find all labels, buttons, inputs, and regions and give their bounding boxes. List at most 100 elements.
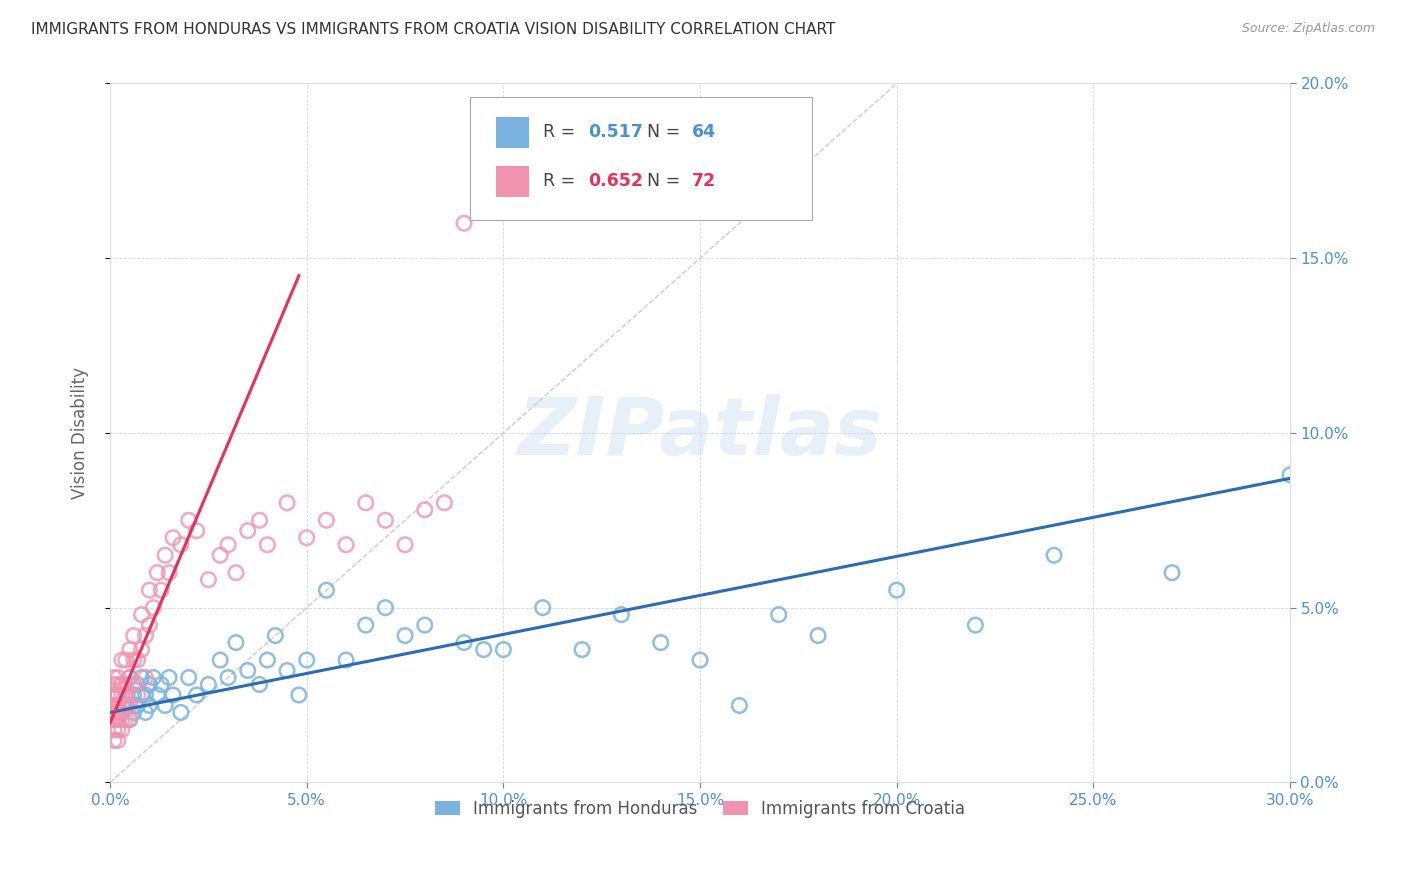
Point <box>394 629 416 643</box>
Text: 72: 72 <box>692 172 716 190</box>
Point <box>610 607 633 622</box>
Text: 0.652: 0.652 <box>588 172 643 190</box>
Point <box>134 671 156 685</box>
Point <box>288 688 311 702</box>
Point <box>225 566 247 580</box>
Point <box>103 723 125 737</box>
Point <box>807 629 830 643</box>
Point <box>122 653 145 667</box>
Point <box>127 688 149 702</box>
Point <box>131 688 153 702</box>
Point <box>103 713 125 727</box>
Point <box>276 496 298 510</box>
Point <box>103 706 125 720</box>
Point <box>131 642 153 657</box>
Text: 0.517: 0.517 <box>588 123 643 141</box>
Point <box>217 671 239 685</box>
Text: IMMIGRANTS FROM HONDURAS VS IMMIGRANTS FROM CROATIA VISION DISABILITY CORRELATIO: IMMIGRANTS FROM HONDURAS VS IMMIGRANTS F… <box>31 22 835 37</box>
Point <box>150 677 173 691</box>
Point <box>236 524 259 538</box>
Point <box>122 629 145 643</box>
Point <box>315 513 337 527</box>
FancyBboxPatch shape <box>470 97 813 219</box>
Point <box>122 706 145 720</box>
Point <box>153 698 176 713</box>
Point <box>127 677 149 691</box>
Point <box>111 688 134 702</box>
Point <box>225 635 247 649</box>
Point <box>114 688 136 702</box>
Point <box>107 677 129 691</box>
Point <box>249 677 271 691</box>
Point <box>134 688 156 702</box>
Point <box>472 642 495 657</box>
Point <box>335 653 357 667</box>
Point <box>131 671 153 685</box>
Point <box>170 538 193 552</box>
Point <box>118 713 141 727</box>
Point <box>122 688 145 702</box>
Point <box>103 688 125 702</box>
Point <box>118 698 141 713</box>
Point <box>138 583 160 598</box>
Point <box>114 688 136 702</box>
Point <box>186 524 208 538</box>
Point <box>249 513 271 527</box>
Point <box>107 713 129 727</box>
Point <box>138 698 160 713</box>
Point <box>531 600 554 615</box>
Point <box>209 653 232 667</box>
Point <box>103 713 125 727</box>
Point <box>374 513 396 527</box>
Text: R =: R = <box>543 172 581 190</box>
Point <box>768 607 790 622</box>
Point <box>354 618 377 632</box>
Point <box>111 706 134 720</box>
Point <box>170 706 193 720</box>
Text: R =: R = <box>543 123 581 141</box>
Point <box>162 531 184 545</box>
Point <box>111 713 134 727</box>
Point <box>146 688 169 702</box>
Point <box>315 583 337 598</box>
Point <box>264 629 287 643</box>
Point <box>153 548 176 562</box>
Point <box>394 538 416 552</box>
Point <box>107 698 129 713</box>
Point <box>103 698 125 713</box>
Point <box>295 531 318 545</box>
Point <box>453 635 475 649</box>
Point <box>107 688 129 702</box>
Point <box>138 677 160 691</box>
Point <box>146 566 169 580</box>
Point <box>114 713 136 727</box>
Point <box>650 635 672 649</box>
Point <box>256 653 278 667</box>
Point <box>107 713 129 727</box>
Point <box>107 723 129 737</box>
Point <box>1043 548 1066 562</box>
Point <box>118 642 141 657</box>
Point <box>177 513 200 527</box>
Point <box>886 583 908 598</box>
Text: Source: ZipAtlas.com: Source: ZipAtlas.com <box>1241 22 1375 36</box>
Text: N =: N = <box>647 123 686 141</box>
Point <box>107 671 129 685</box>
Point <box>118 671 141 685</box>
Point <box>965 618 987 632</box>
Point <box>256 538 278 552</box>
Point <box>142 671 165 685</box>
Point <box>157 671 180 685</box>
Legend: Immigrants from Honduras, Immigrants from Croatia: Immigrants from Honduras, Immigrants fro… <box>429 793 972 824</box>
Point <box>150 583 173 598</box>
Point <box>107 688 129 702</box>
Point <box>111 698 134 713</box>
Point <box>127 698 149 713</box>
Point <box>103 671 125 685</box>
Y-axis label: Vision Disability: Vision Disability <box>72 367 89 499</box>
Point <box>131 607 153 622</box>
Point <box>114 677 136 691</box>
Point <box>295 653 318 667</box>
Point <box>492 642 515 657</box>
Point <box>103 677 125 691</box>
